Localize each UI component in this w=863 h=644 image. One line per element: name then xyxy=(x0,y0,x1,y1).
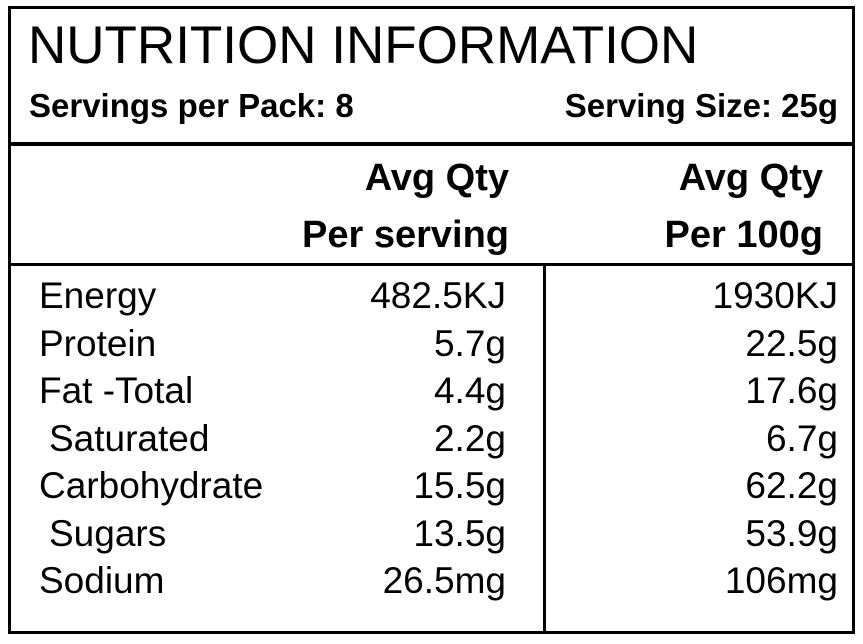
nutrient-row-sugars: Sugars 13.5g 53.9g xyxy=(11,515,852,563)
nutrient-row-fat-total: Fat -Total 4.4g 17.6g xyxy=(11,372,852,420)
value-per-serving: 2.2g xyxy=(433,417,506,459)
panel-title: NUTRITION INFORMATION xyxy=(28,16,699,75)
value-per-100g: 1930KJ xyxy=(712,275,839,316)
nutrient-row-saturated: Saturated 2.2g 6.7g xyxy=(11,420,852,468)
nutrition-panel: NUTRITION INFORMATION Servings per Pack:… xyxy=(8,6,855,634)
header-per-serving-line2: Per serving xyxy=(302,214,509,256)
value-per-100g: 6.7g xyxy=(765,417,838,459)
serving-size: Serving Size: 25g xyxy=(564,87,838,124)
value-per-serving: 5.7g xyxy=(433,322,506,364)
divider-header xyxy=(11,263,852,266)
value-per-100g: 22.5g xyxy=(745,322,838,364)
divider-top xyxy=(11,142,852,146)
nutrient-label: Energy xyxy=(39,275,157,316)
nutrient-label: Protein xyxy=(39,322,157,364)
nutrient-row-carbohydrate: Carbohydrate 15.5g 62.2g xyxy=(11,467,852,515)
servings-per-pack: Servings per Pack: 8 xyxy=(29,87,354,124)
nutrient-row-energy: Energy 482.5KJ 1930KJ xyxy=(11,277,852,325)
header-per-serving-line1: Avg Qty xyxy=(364,157,509,199)
nutrient-label: Carbohydrate xyxy=(39,465,264,506)
nutrient-row-sodium: Sodium 26.5mg 106mg xyxy=(11,562,852,610)
value-per-100g: 17.6g xyxy=(745,370,838,411)
value-per-100g: 53.9g xyxy=(745,512,838,554)
value-per-100g: 62.2g xyxy=(745,465,838,506)
value-per-serving: 15.5g xyxy=(413,465,506,506)
header-per-100g-line1: Avg Qty xyxy=(678,157,823,199)
divider-vertical xyxy=(543,263,546,631)
header-per-100g-line2: Per 100g xyxy=(664,214,823,256)
value-per-serving: 26.5mg xyxy=(382,560,506,601)
value-per-serving: 482.5KJ xyxy=(370,275,506,316)
nutrient-label: Saturated xyxy=(49,417,210,459)
nutrient-rows: Energy 482.5KJ 1930KJ Protein 5.7g 22.5g… xyxy=(11,277,852,610)
value-per-serving: 4.4g xyxy=(433,370,506,411)
value-per-serving: 13.5g xyxy=(413,512,506,554)
nutrient-row-protein: Protein 5.7g 22.5g xyxy=(11,325,852,373)
value-per-100g: 106mg xyxy=(724,560,838,601)
nutrient-label: Fat -Total xyxy=(39,370,194,411)
nutrient-label: Sodium xyxy=(39,560,165,601)
nutrient-label: Sugars xyxy=(49,512,167,554)
